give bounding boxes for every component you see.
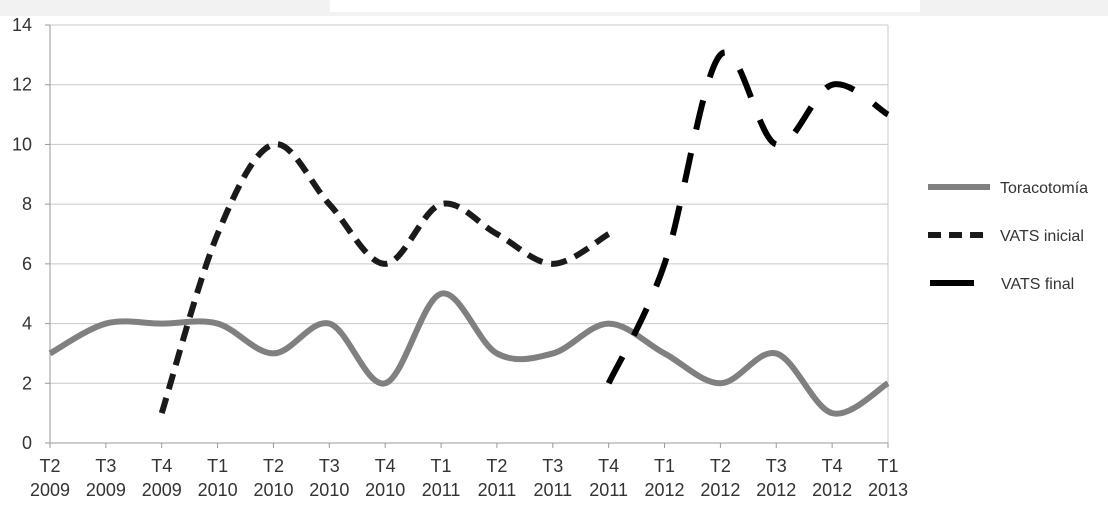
x-tick-label: T3 2011: [533, 456, 572, 500]
x-tick-quarter: T1: [654, 456, 675, 476]
x-tick-year: 2012: [645, 480, 685, 500]
x-tick-quarter: T3: [319, 456, 340, 476]
x-tick-label: T2 2011: [478, 456, 517, 500]
x-tick-label: T1 2011: [422, 456, 461, 500]
series-line-toracotom-a: [50, 293, 888, 413]
x-tick-year: 2009: [30, 480, 70, 500]
legend-label-vats-final: VATS final: [1001, 276, 1074, 293]
x-tick-label: T3 2010: [309, 456, 349, 500]
x-axis-tick-labels: T2 2009 T3 2009 T4 2009 T1 2010 T2 2010 T3 2010 T4 20…: [30, 456, 908, 500]
y-tick-label: 14: [12, 15, 32, 35]
x-tick-label: T3 2009: [86, 456, 126, 500]
y-tick-label: 2: [22, 373, 32, 393]
x-tick-label: T4 2010: [365, 456, 405, 500]
x-tick-label: T2 2010: [253, 456, 293, 500]
x-tick-year: 2011: [422, 480, 461, 500]
series-line-vats-final: [609, 52, 888, 383]
y-tick-label: 4: [22, 314, 32, 334]
x-tick-year: 2013: [868, 480, 908, 500]
x-tick-year: 2009: [142, 480, 182, 500]
x-tick-quarter: T3: [95, 456, 116, 476]
x-tick-year: 2011: [478, 480, 517, 500]
legend: Toracotomía VATS inicial VATS final: [928, 180, 1088, 293]
x-tick-year: 2010: [309, 480, 349, 500]
x-tick-quarter: T1: [207, 456, 228, 476]
y-axis-tick-labels: 0 2 4 6 8 10 12 14: [12, 15, 32, 453]
x-tick-year: 2010: [365, 480, 405, 500]
x-tick-year: 2012: [756, 480, 796, 500]
x-tick-label: T1 2012: [645, 456, 685, 500]
x-tick-quarter: T2: [39, 456, 60, 476]
x-tick-quarter: T1: [877, 456, 898, 476]
legend-label-vats-inicial: VATS inicial: [1000, 228, 1084, 245]
x-tick-year: 2010: [253, 480, 293, 500]
y-tick-label: 10: [12, 134, 32, 154]
x-tick-quarter: T4: [822, 456, 843, 476]
x-tick-year: 2012: [700, 480, 740, 500]
y-tick-label: 8: [22, 194, 32, 214]
x-tick-quarter: T4: [375, 456, 396, 476]
x-tick-quarter: T4: [598, 456, 619, 476]
top-strip-box: [330, 0, 920, 12]
x-tick-label: T1 2010: [198, 456, 238, 500]
x-tick-label: T1 2013: [868, 456, 908, 500]
x-tick-year: 2011: [589, 480, 628, 500]
x-tick-label: T4 2012: [812, 456, 852, 500]
x-tick-label: T3 2012: [756, 456, 796, 500]
x-tick-quarter: T4: [151, 456, 172, 476]
x-tick-year: 2009: [86, 480, 126, 500]
series-line-vats-inicial: [162, 144, 609, 413]
x-tick-label: T2 2009: [30, 456, 70, 500]
x-tick-label: T2 2012: [700, 456, 740, 500]
legend-label-toracotom-a: Toracotomía: [1000, 180, 1088, 197]
x-tick-quarter: T1: [431, 456, 452, 476]
x-tick-label: T4 2009: [142, 456, 182, 500]
y-tick-label: 12: [12, 75, 32, 95]
y-tick-label: 0: [22, 433, 32, 453]
x-tick-quarter: T2: [263, 456, 284, 476]
x-tick-quarter: T3: [542, 456, 563, 476]
x-tick-year: 2011: [533, 480, 572, 500]
x-tick-quarter: T3: [766, 456, 787, 476]
y-tick-label: 6: [22, 254, 32, 274]
x-tick-year: 2012: [812, 480, 852, 500]
x-tick-quarter: T2: [486, 456, 507, 476]
x-tick-quarter: T2: [710, 456, 731, 476]
x-tick-year: 2010: [198, 480, 238, 500]
series-lines: [50, 52, 888, 413]
x-tick-label: T4 2011: [589, 456, 628, 500]
grid-lines: [50, 25, 888, 443]
